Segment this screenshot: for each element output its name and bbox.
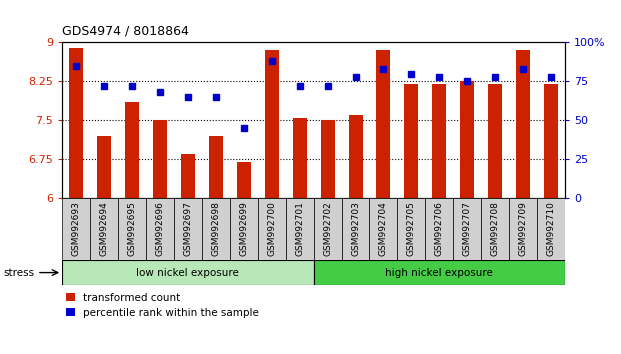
Text: GSM992699: GSM992699 — [239, 201, 248, 256]
Bar — [286, 198, 314, 260]
Bar — [174, 198, 202, 260]
Bar — [460, 81, 474, 198]
Bar — [348, 115, 363, 198]
Bar — [544, 84, 558, 198]
Bar — [537, 198, 565, 260]
Text: GSM992702: GSM992702 — [323, 201, 332, 256]
Bar — [265, 50, 279, 198]
Text: GSM992694: GSM992694 — [99, 201, 109, 256]
Text: high nickel exposure: high nickel exposure — [386, 268, 493, 278]
Bar — [314, 198, 342, 260]
Text: GSM992708: GSM992708 — [491, 201, 500, 256]
Bar — [369, 198, 397, 260]
Legend: transformed count, percentile rank within the sample: transformed count, percentile rank withi… — [62, 289, 263, 322]
Text: stress: stress — [3, 268, 34, 278]
Bar — [314, 260, 565, 285]
Bar — [342, 198, 369, 260]
Bar — [69, 48, 83, 198]
Text: GSM992704: GSM992704 — [379, 201, 388, 256]
Bar — [453, 198, 481, 260]
Bar — [125, 102, 139, 198]
Bar — [62, 260, 314, 285]
Bar — [292, 118, 307, 198]
Text: GDS4974 / 8018864: GDS4974 / 8018864 — [62, 25, 189, 38]
Bar — [181, 154, 195, 198]
Bar — [146, 198, 174, 260]
Bar — [425, 198, 453, 260]
Bar — [376, 50, 391, 198]
Bar — [488, 84, 502, 198]
Bar — [397, 198, 425, 260]
Text: GSM992703: GSM992703 — [351, 201, 360, 256]
Bar — [153, 120, 167, 198]
Bar — [90, 198, 118, 260]
Text: GSM992693: GSM992693 — [71, 201, 81, 256]
Text: GSM992707: GSM992707 — [463, 201, 472, 256]
Text: GSM992695: GSM992695 — [127, 201, 137, 256]
Text: GSM992705: GSM992705 — [407, 201, 416, 256]
Bar — [432, 84, 446, 198]
Bar — [230, 198, 258, 260]
Text: GSM992697: GSM992697 — [183, 201, 193, 256]
Text: GSM992700: GSM992700 — [267, 201, 276, 256]
Text: GSM992701: GSM992701 — [295, 201, 304, 256]
Text: GSM992709: GSM992709 — [519, 201, 528, 256]
Bar — [320, 120, 335, 198]
Bar — [97, 136, 111, 198]
Bar — [237, 162, 251, 198]
Text: GSM992710: GSM992710 — [546, 201, 556, 256]
Text: low nickel exposure: low nickel exposure — [137, 268, 239, 278]
Bar — [209, 136, 223, 198]
Bar — [516, 50, 530, 198]
Text: GSM992706: GSM992706 — [435, 201, 444, 256]
Bar — [258, 198, 286, 260]
Bar — [62, 198, 90, 260]
Text: GSM992696: GSM992696 — [155, 201, 165, 256]
Bar — [118, 198, 146, 260]
Bar — [509, 198, 537, 260]
Bar — [404, 84, 419, 198]
Bar — [202, 198, 230, 260]
Text: GSM992698: GSM992698 — [211, 201, 220, 256]
Bar — [481, 198, 509, 260]
